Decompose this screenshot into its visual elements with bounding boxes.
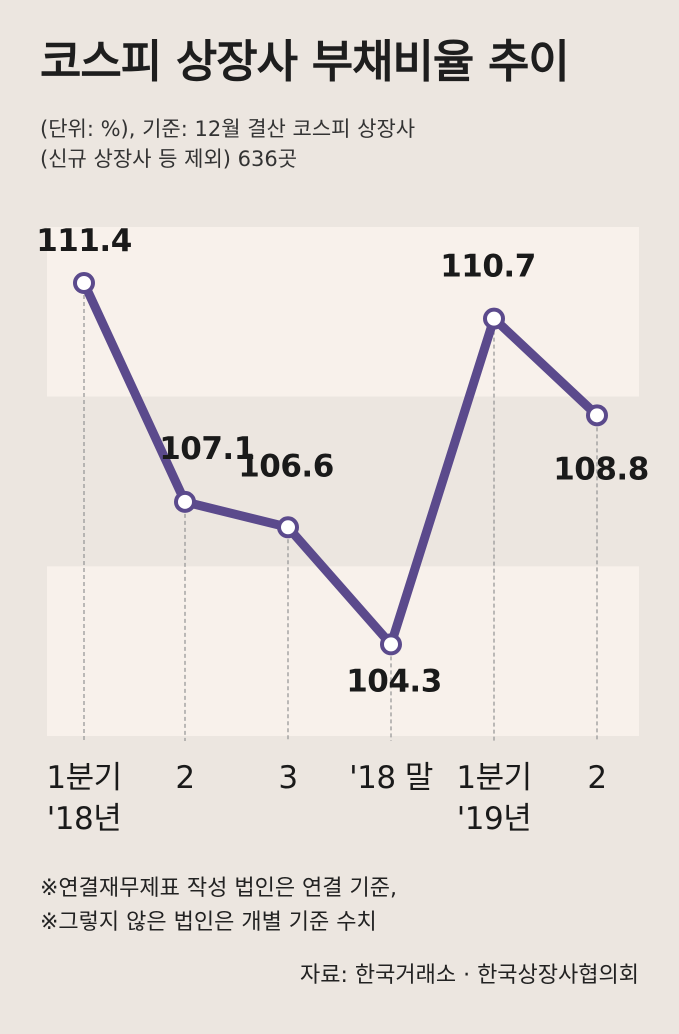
footnote-2: ※그렇지 않은 법인은 개별 기준 수치 [40,910,377,935]
footnotes: ※연결재무제표 작성 법인은 연결 기준, ※그렇지 않은 법인은 개별 기준 … [40,872,397,940]
value-label-4: 104.3 [346,663,442,699]
data-points [73,271,608,656]
value-label-3: 106.6 [238,448,334,484]
data-point-6 [586,404,608,427]
value-label-1: 111.4 [36,223,132,259]
source-credit: 자료: 한국거래소 · 한국상장사협의회 [300,963,639,988]
subtitle-line-1: (단위: %), 기준: 12월 결산 코스피 상장사 [40,117,416,141]
value-label-6: 108.8 [553,451,649,487]
series-line [79,278,602,649]
subtitle-line-2: (신규 상장사 등 제외) 636곳 [40,147,298,171]
x-label-6: 2 [587,760,606,796]
band-2 [47,396,639,567]
data-point-1 [73,271,95,294]
band-1 [47,227,639,397]
chart-subtitle: (단위: %), 기준: 12월 결산 코스피 상장사 (신규 상장사 등 제외… [40,114,415,174]
x-label-3: 3 [278,760,297,796]
footnote-1: ※연결재무제표 작성 법인은 연결 기준, [40,876,398,901]
chart-title: 코스피 상장사 부채비율 추이 [40,35,570,88]
value-label-5: 110.7 [440,249,536,285]
data-point-3 [277,516,299,539]
drop-lines [83,294,598,741]
value-label-2: 107.1 [159,431,255,467]
data-point-5 [483,307,505,330]
x-label-1: 1분기 '18년 [46,760,121,837]
x-label-2: 2 [175,760,194,796]
x-label-5: 1분기 '19년 [456,760,531,837]
x-label-4: '18 말 [349,760,433,796]
data-point-2 [174,490,196,513]
x-axis-labels: 1분기 '18년 2 3 '18 말 1분기 '19년 2 [46,760,607,837]
background-bands [47,227,639,736]
data-point-4 [380,633,402,656]
